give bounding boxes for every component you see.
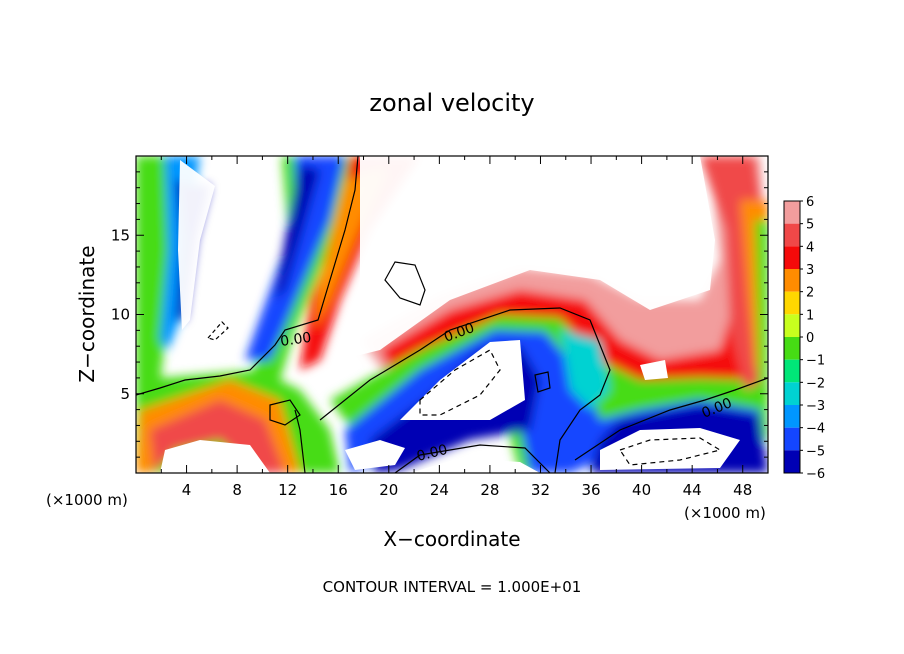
x-tick-label: 20 (379, 481, 398, 499)
contour-interval-footer: CONTOUR INTERVAL = 1.000E+01 (323, 578, 582, 596)
x-unit-right: (×1000 m) (684, 504, 766, 522)
contour-lines (136, 156, 768, 473)
contour-line-dashed (619, 437, 722, 466)
field-saturated-lower-left (160, 440, 270, 473)
field-saturated-middle (400, 340, 525, 420)
field-saturated-bottom-right (600, 428, 740, 470)
y-tick-label: 10 (111, 306, 130, 324)
contour-line-dashed (206, 321, 229, 341)
chart-title: zonal velocity (369, 89, 534, 117)
heatmap-field: 0.00 0.00 0.00 0.00 (136, 156, 768, 473)
field-saturated-bottom (410, 458, 540, 473)
x-tick-label: 24 (430, 481, 449, 499)
x-tick-label: 12 (278, 481, 297, 499)
field-band-center-navy (275, 165, 320, 300)
colorbar-swatch (784, 246, 800, 269)
colorbar-label: −4 (806, 422, 825, 437)
x-tick-label: 28 (480, 481, 499, 499)
x-tick-label: 44 (683, 481, 702, 499)
x-tick-label: 4 (182, 481, 192, 499)
x-tick-label: 40 (632, 481, 651, 499)
colorbar-swatch (784, 337, 800, 360)
x-unit-left: (×1000 m) (46, 491, 128, 509)
contour-line-closed (384, 261, 426, 306)
colorbar-swatch (784, 201, 800, 224)
field-band-center-red (300, 156, 420, 370)
colorbar-label: 0 (806, 331, 814, 346)
y-tick-label: 15 (111, 226, 130, 244)
field-band-right-cyan (560, 330, 610, 410)
contour-line-solid (574, 377, 768, 461)
colorbar-label: 3 (806, 263, 814, 278)
colorbar-label: −6 (806, 467, 825, 482)
contour-line-solid (136, 156, 359, 396)
colorbar-swatch (784, 405, 800, 428)
colorbar-swatch (784, 427, 800, 451)
x-ticks: 4 8 12 16 20 24 28 32 36 40 44 48 (160, 156, 752, 499)
contour-label: 0.00 (415, 442, 449, 465)
y-axis-label: Z−coordinate (75, 245, 99, 382)
y-ticks: 5 10 15 (111, 171, 768, 458)
field-saturated-spot (640, 360, 668, 380)
x-tick-label: 36 (581, 481, 600, 499)
x-tick-label: 8 (232, 481, 242, 499)
colorbar-label: −5 (806, 444, 825, 459)
colorbar-swatch (784, 291, 800, 315)
contour-line-closed (269, 399, 301, 426)
contour-line-closed (534, 371, 551, 393)
contour-line-solid (394, 444, 551, 473)
colorbar-label: −1 (806, 354, 825, 369)
colorbar-label: −3 (806, 399, 825, 414)
x-axis-label: X−coordinate (383, 527, 520, 551)
contour-line-dashed (419, 349, 501, 416)
x-tick-label: 48 (733, 481, 752, 499)
colorbar-label: −2 (806, 376, 825, 391)
colorbar-label: 4 (806, 240, 814, 255)
y-tick-label: 5 (120, 385, 130, 403)
field-band-arc-red (380, 200, 760, 395)
colorbar-swatch (784, 382, 800, 405)
field-saturated-upper-left (178, 160, 215, 330)
colorbar-label: 1 (806, 308, 814, 323)
field-band-center-blue (245, 156, 345, 360)
colorbar: 6 5 4 3 2 1 0 −1 −2 −3 −4 −5 −6 (783, 195, 825, 482)
contour-label: 0.00 (279, 330, 312, 350)
field-saturated-upper-center (340, 156, 715, 360)
x-tick-label: 16 (329, 481, 348, 499)
colorbar-swatch (784, 269, 800, 292)
x-tick-label: 32 (531, 481, 550, 499)
colorbar-label: 5 (806, 218, 814, 233)
colorbar-swatch (784, 314, 800, 337)
field-saturated-lower-center (345, 440, 405, 470)
colorbar-swatch (784, 223, 800, 247)
field-band-right-green (755, 220, 768, 440)
colorbar-label: 2 (806, 286, 814, 301)
contour-line-solid (319, 307, 611, 473)
colorbar-swatch (784, 359, 800, 383)
colorbar-swatch (784, 450, 800, 473)
colorbar-label: 6 (806, 195, 814, 210)
